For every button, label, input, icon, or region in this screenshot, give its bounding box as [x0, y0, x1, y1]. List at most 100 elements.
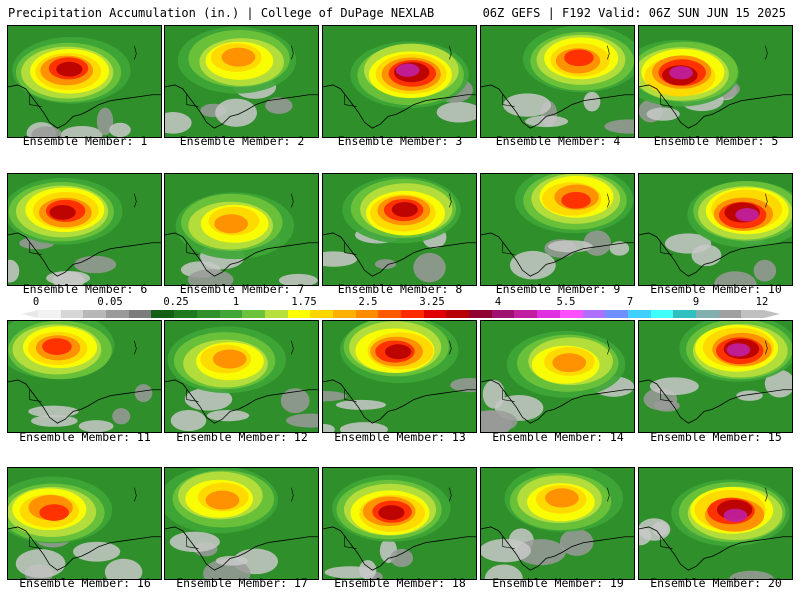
color-bar-segment — [128, 310, 152, 318]
color-bar-segment — [242, 310, 265, 318]
precip-field — [639, 468, 792, 579]
color-bar-segment — [446, 310, 470, 318]
legend-tick-label: 5.5 — [556, 296, 576, 308]
color-bar-segment — [582, 310, 606, 318]
ensemble-member-label: Ensemble Member: 14 — [492, 430, 624, 444]
legend-min-arrow — [22, 310, 38, 318]
ensemble-member-map-15 — [638, 320, 793, 433]
legend-tick-label: 0.05 — [97, 296, 123, 308]
color-bar-segment — [695, 310, 719, 318]
precip-field — [639, 26, 792, 137]
color-bar-segment — [559, 310, 583, 318]
precip-field — [323, 174, 476, 285]
legend-tick-label: 9 — [692, 296, 700, 308]
ensemble-member-label: Ensemble Member: 18 — [334, 576, 466, 590]
color-bar-segment — [151, 310, 175, 318]
precip-field — [481, 26, 634, 137]
ensemble-member-map-6 — [7, 173, 162, 286]
precip-field — [639, 321, 792, 432]
color-bar-segment — [196, 310, 220, 318]
ensemble-member-label: Ensemble Member: 3 — [337, 134, 463, 148]
precip-field — [481, 321, 634, 432]
legend-tick-label: 2.5 — [358, 296, 378, 308]
ensemble-member-label: Ensemble Member: 16 — [19, 576, 151, 590]
legend-tick-label: 0.25 — [163, 296, 189, 308]
color-bar-segment — [174, 310, 197, 318]
ensemble-member-label: Ensemble Member: 1 — [22, 134, 148, 148]
ensemble-member-label: Ensemble Member: 11 — [19, 430, 151, 444]
ensemble-member-map-12 — [164, 320, 319, 433]
color-bar-segment — [469, 310, 492, 318]
color-bar-segment — [423, 310, 447, 318]
map-title: Precipitation Accumulation (in.) | Colle… — [8, 6, 435, 20]
color-bar-segment — [287, 310, 311, 318]
ensemble-member-map-3 — [322, 25, 477, 138]
ensemble-member-label: Ensemble Member: 15 — [650, 430, 782, 444]
ensemble-member-map-20 — [638, 467, 793, 580]
color-bar-segment — [673, 310, 696, 318]
color-bar-segment — [38, 310, 61, 318]
ensemble-member-map-5 — [638, 25, 793, 138]
color-bar-segment — [332, 310, 356, 318]
ensemble-member-label: Ensemble Member: 2 — [179, 134, 305, 148]
ensemble-member-label: Ensemble Member: 19 — [492, 576, 624, 590]
legend-tick-label: 1.75 — [291, 296, 317, 308]
color-bar-segment — [491, 310, 515, 318]
ensemble-member-map-13 — [322, 320, 477, 433]
ensemble-member-label: Ensemble Member: 13 — [334, 430, 466, 444]
ensemble-member-map-17 — [164, 467, 319, 580]
color-bar-segment — [605, 310, 628, 318]
color-bar-segment — [401, 310, 424, 318]
color-bar-segment — [378, 310, 401, 318]
legend-tick-label: 0 — [32, 296, 40, 308]
ensemble-member-map-19 — [480, 467, 635, 580]
run-valid-time: 06Z GEFS | F192 Valid: 06Z SUN JUN 15 20… — [482, 6, 786, 20]
color-bar — [38, 310, 764, 318]
legend-tick-label: 7 — [626, 296, 634, 308]
ensemble-member-map-1 — [7, 25, 162, 138]
legend-tick-label: 12 — [755, 296, 769, 308]
precip-field — [481, 174, 634, 285]
ensemble-member-map-16 — [7, 467, 162, 580]
ensemble-member-label: Ensemble Member: 4 — [495, 134, 621, 148]
color-bar-segment — [106, 310, 129, 318]
precip-field — [8, 321, 161, 432]
precip-field — [8, 174, 161, 285]
ensemble-member-map-9 — [480, 173, 635, 286]
color-bar-segment — [83, 310, 107, 318]
ensemble-member-map-11 — [7, 320, 162, 433]
ensemble-member-map-8 — [322, 173, 477, 286]
ensemble-member-label: Ensemble Member: 9 — [495, 282, 621, 296]
ensemble-member-map-14 — [480, 320, 635, 433]
precip-field — [639, 174, 792, 285]
precip-field — [323, 468, 476, 579]
ensemble-member-map-7 — [164, 173, 319, 286]
color-bar-segment — [355, 310, 379, 318]
precip-field — [481, 468, 634, 579]
ensemble-member-label: Ensemble Member: 6 — [22, 282, 148, 296]
legend-tick-label: 1 — [232, 296, 240, 308]
ensemble-member-label: Ensemble Member: 8 — [337, 282, 463, 296]
ensemble-member-label: Ensemble Member: 20 — [650, 576, 782, 590]
precip-field — [8, 26, 161, 137]
ensemble-member-label: Ensemble Member: 5 — [653, 134, 779, 148]
color-bar-segment — [718, 310, 742, 318]
ensemble-member-label: Ensemble Member: 12 — [176, 430, 308, 444]
precip-field — [323, 321, 476, 432]
legend-max-arrow — [764, 310, 780, 318]
precip-field — [165, 321, 318, 432]
color-bar-segment — [60, 310, 84, 318]
precip-field — [165, 468, 318, 579]
color-bar-segment — [741, 310, 764, 318]
color-bar-segment — [627, 310, 651, 318]
color-scale-legend: 0 0.05 0.25 1 1.75 2.5 3.25 4 5.5 7 9 12 — [10, 296, 792, 318]
color-bar-segment — [219, 310, 243, 318]
color-bar-segment — [537, 310, 560, 318]
color-bar-segment — [514, 310, 538, 318]
legend-tick-label: 3.25 — [419, 296, 445, 308]
ensemble-member-label: Ensemble Member: 7 — [179, 282, 305, 296]
color-bar-segment — [264, 310, 288, 318]
ensemble-member-map-2 — [164, 25, 319, 138]
ensemble-member-map-10 — [638, 173, 793, 286]
color-bar-segment — [650, 310, 674, 318]
